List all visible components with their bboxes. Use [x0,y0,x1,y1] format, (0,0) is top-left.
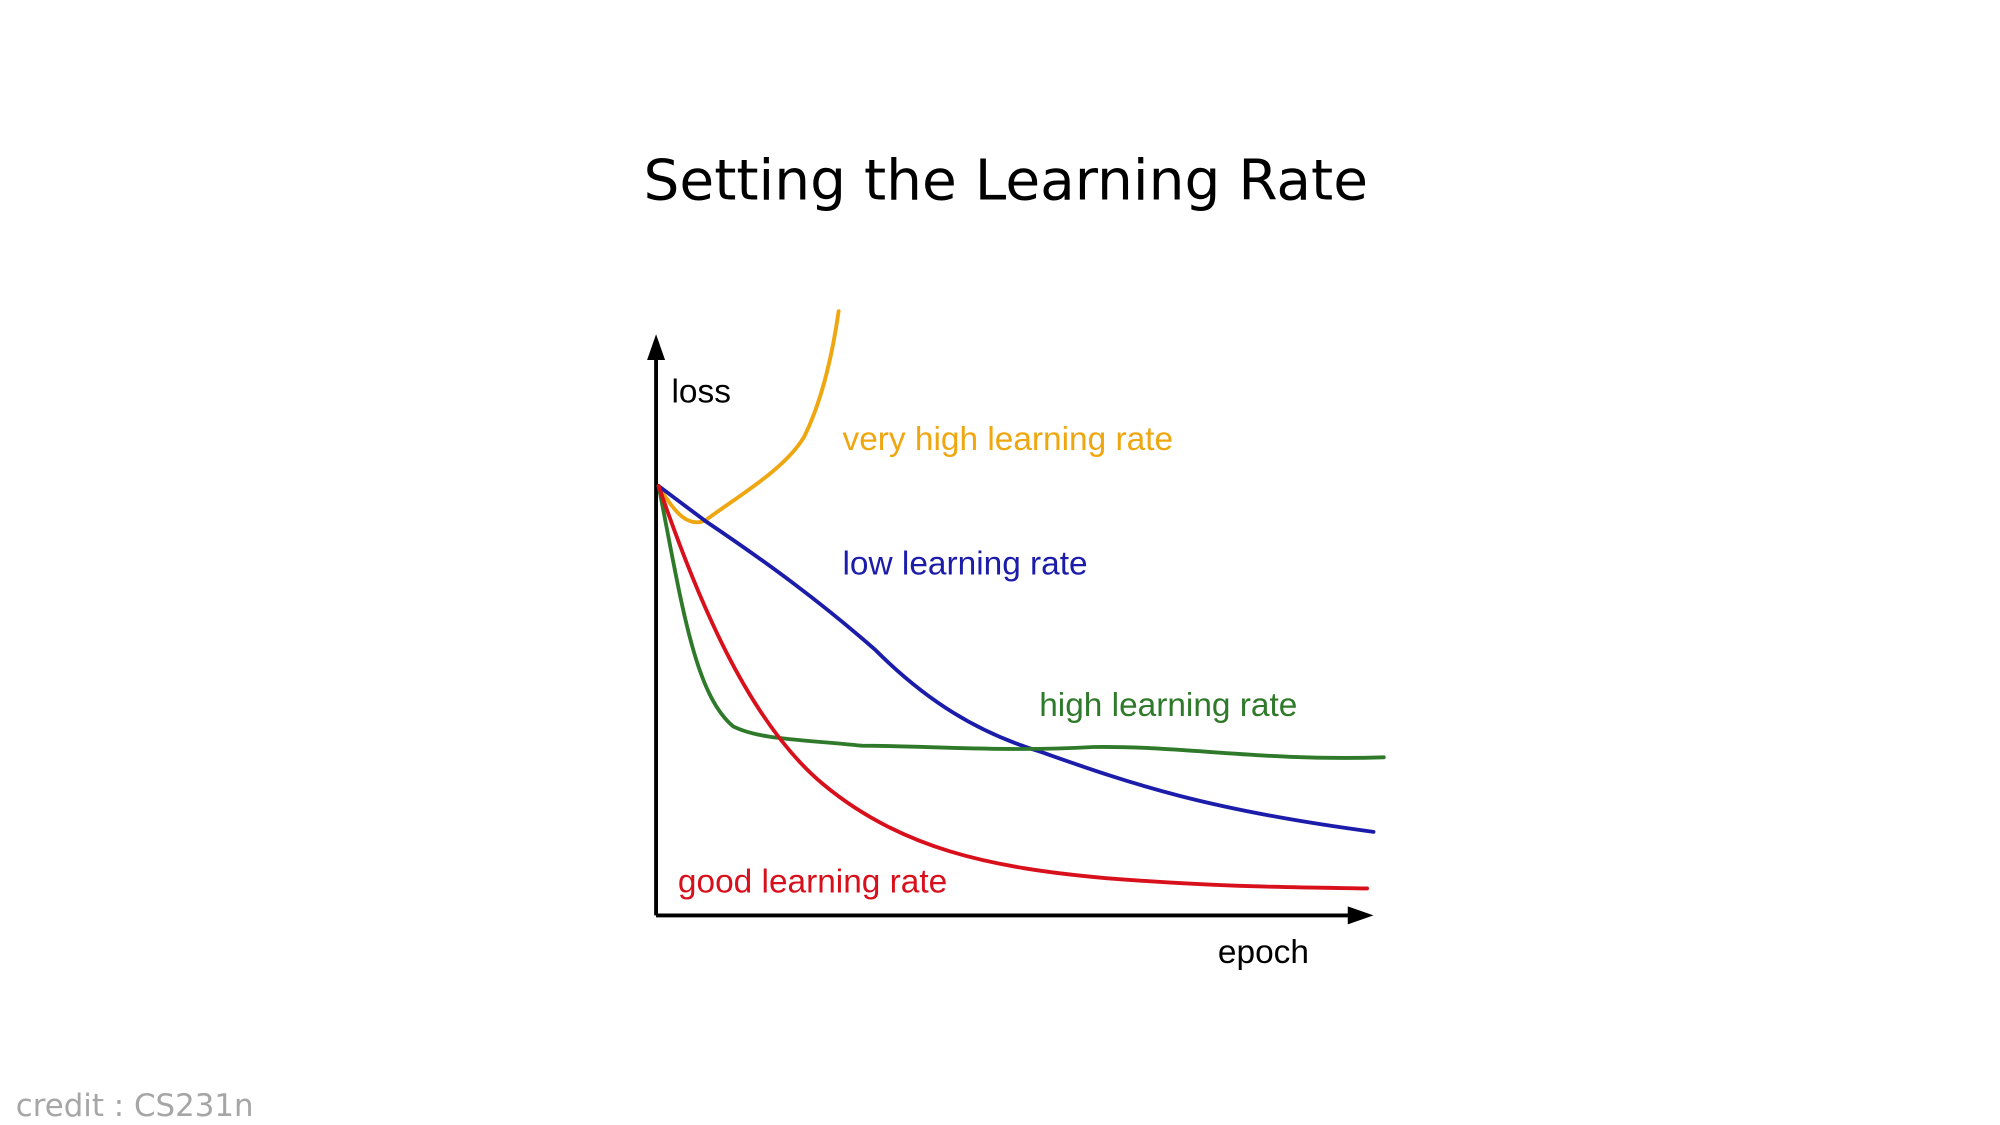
low-lr-curve [656,484,1376,834]
slide-title: Setting the Learning Rate [644,147,1369,213]
y-axis-label: loss [672,373,731,410]
x-axis-label: epoch [1218,934,1309,971]
high-lr-curve [656,484,1386,760]
curve-label: low learning rate [843,546,1088,583]
x-axis-arrow [1347,906,1374,925]
axes [654,353,1353,918]
very-high-lr-curve [656,309,841,525]
curve-label: high learning rate [1039,687,1297,724]
curve-label: very high learning rate [843,421,1174,458]
good-lr-curve [656,484,1369,891]
credit: credit : CS231n [16,1088,254,1124]
y-axis-arrow [647,334,666,360]
curve-label: good learning rate [678,863,947,900]
